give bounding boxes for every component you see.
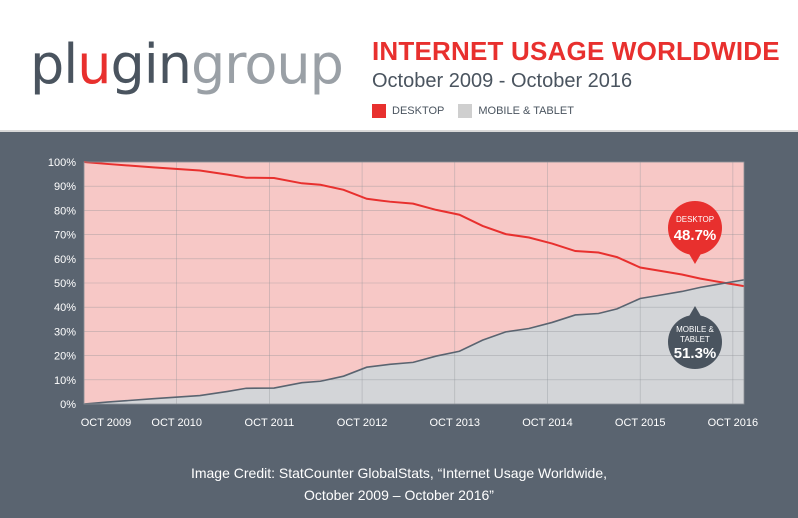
mobile-callout-pointer: [688, 306, 702, 318]
plugingroup-logo: plugingroup: [30, 38, 344, 92]
x-tick-label: OCT 2016: [708, 417, 759, 429]
logo-part-gin: gin: [110, 33, 193, 96]
legend-label-desktop: DESKTOP: [392, 105, 445, 117]
x-tick-label: OCT 2013: [430, 417, 481, 429]
mobile-callout-value: 51.3%: [674, 345, 717, 362]
desktop-callout-value: 48.7%: [674, 227, 717, 244]
legend-swatch-desktop: [372, 104, 386, 118]
logo-part-pl: pl: [30, 33, 78, 96]
y-tick-label: 0%: [60, 399, 76, 411]
x-tick-label: OCT 2011: [245, 417, 295, 429]
x-tick-label: OCT 2009: [81, 417, 132, 429]
logo-part-u: u: [77, 33, 111, 96]
legend-item-desktop: DESKTOP: [372, 104, 444, 118]
x-tick-label: OCT 2012: [337, 417, 388, 429]
y-tick-label: 60%: [54, 254, 76, 266]
header: plugingroup INTERNET USAGE WORLDWIDE Oct…: [0, 0, 798, 132]
mobile-callout-label: MOBILE &: [676, 325, 714, 334]
desktop-line: [83, 161, 745, 288]
logo-part-group: group: [191, 33, 344, 96]
x-tick-label: OCT 2015: [615, 417, 666, 429]
y-tick-label: 20%: [54, 351, 76, 363]
desktop-callout-pointer: [688, 252, 702, 264]
image-credit-line-1: Image Credit: StatCounter GlobalStats, “…: [190, 465, 608, 481]
plot-border: [83, 161, 745, 405]
chart-subtitle: October 2009 - October 2016: [372, 70, 633, 92]
desktop-callout-bubble: [668, 201, 722, 255]
y-tick-label: 10%: [54, 375, 76, 387]
mobile-callout-label-2: TABLET: [680, 335, 710, 344]
y-tick-label: 70%: [54, 230, 76, 242]
legend-label-mobile: MOBILE & TABLET: [478, 105, 574, 117]
image-credit-line-2: October 2009 – October 2016”: [304, 487, 494, 503]
y-tick-label: 90%: [54, 181, 76, 193]
legend: DESKTOP MOBILE & TABLET: [372, 104, 588, 118]
y-tick-label: 100%: [48, 157, 76, 169]
chart: 0% 10% 20% 30% 40% 50% 60% 70% 80% 90% 100% OCT 200…: [48, 157, 759, 429]
chart-title: INTERNET USAGE WORLDWIDE: [372, 36, 780, 66]
mobile-callout-bubble: [668, 315, 722, 369]
y-tick-label: 40%: [54, 302, 76, 314]
legend-item-mobile: MOBILE & TABLET: [458, 104, 574, 118]
legend-swatch-mobile: [458, 104, 473, 118]
y-tick-label: 30%: [54, 326, 76, 338]
mobile-line: [83, 279, 745, 405]
x-tick-label: OCT 2010: [151, 417, 202, 429]
y-tick-label: 50%: [54, 278, 76, 290]
mobile-area: [84, 279, 744, 404]
x-tick-label: OCT 2014: [522, 417, 573, 429]
y-tick-label: 80%: [54, 205, 76, 217]
desktop-callout-label: DESKTOP: [676, 215, 714, 224]
image-credit: Image Credit: StatCounter GlobalStats, “…: [0, 462, 798, 506]
